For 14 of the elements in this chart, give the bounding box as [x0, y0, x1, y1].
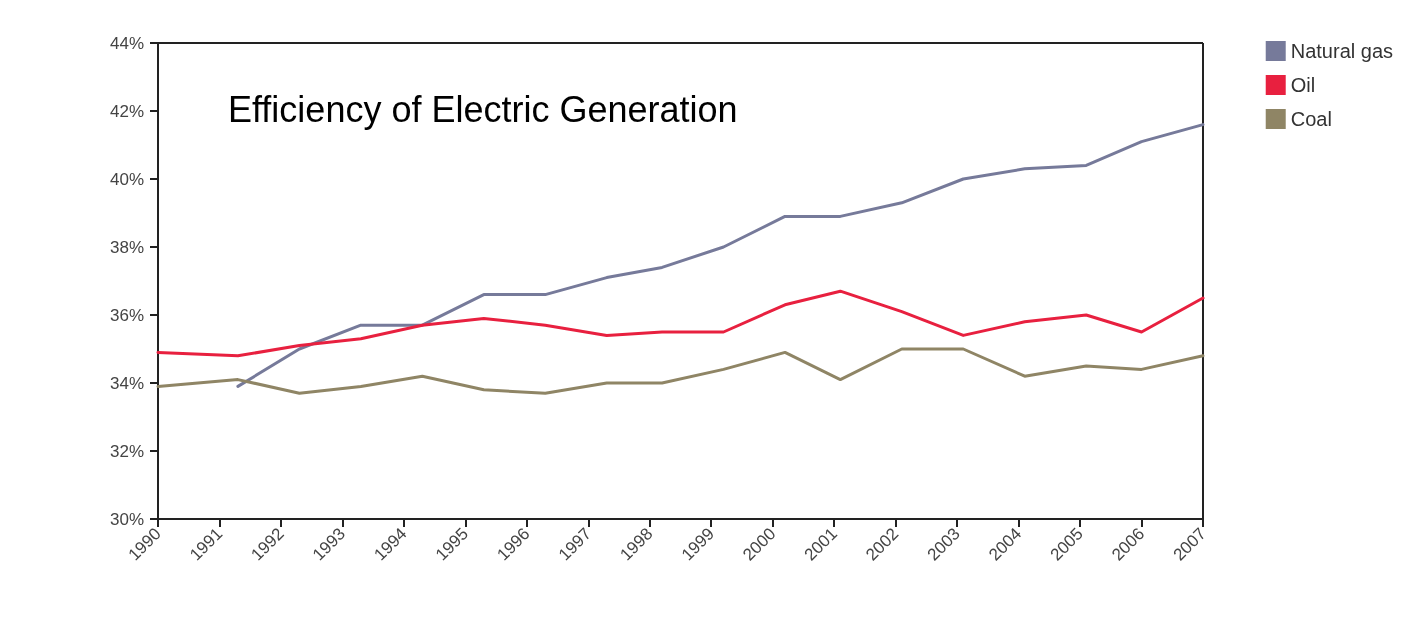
legend-label: Coal: [1290, 108, 1332, 130]
text: Efficiency of Electric Generation: [228, 88, 738, 130]
y-tick-label: 32%: [109, 441, 144, 461]
y-tick-label: 42%: [109, 101, 144, 121]
y-tick-label: 44%: [109, 33, 144, 53]
y-tick-label: 40%: [109, 169, 144, 189]
legend-label: Natural gas: [1290, 40, 1394, 62]
legend-label: Oil: [1290, 74, 1316, 96]
line-series: [156, 347, 1205, 395]
y-tick-label: 30%: [109, 509, 144, 529]
y-tick-label: 36%: [109, 305, 144, 325]
y-tick-label: 38%: [109, 237, 144, 257]
y-tick-label: 34%: [109, 373, 144, 393]
line-series: [156, 289, 1205, 358]
